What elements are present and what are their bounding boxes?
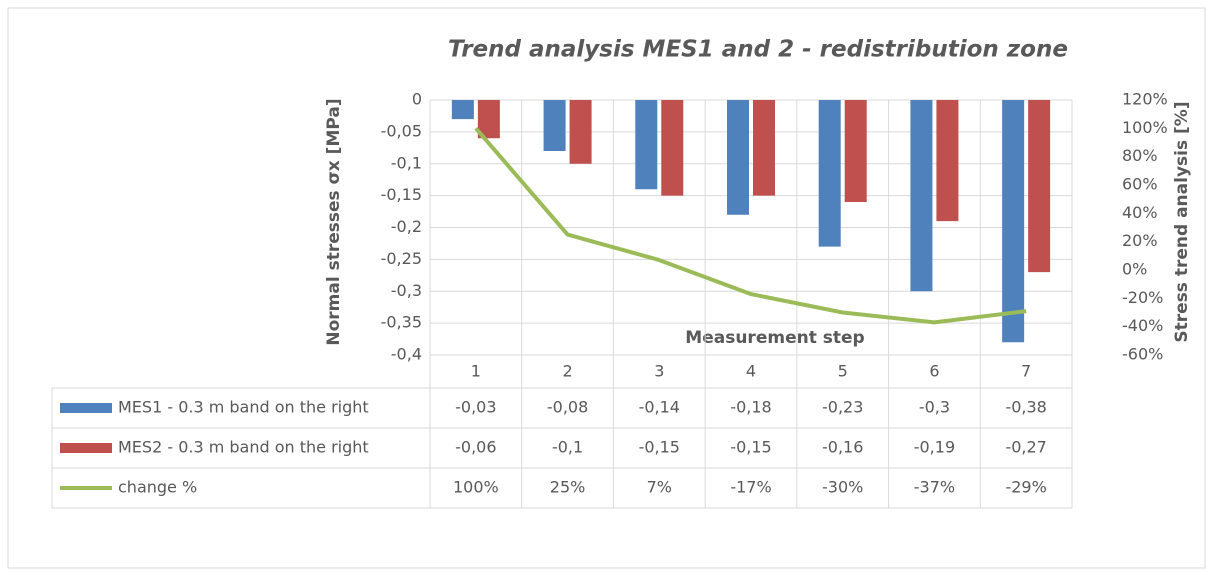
- y-tick-label: -0,3: [391, 281, 422, 300]
- x-tick-label: 3: [654, 362, 664, 381]
- bar: [451, 100, 474, 120]
- y-tick-label: -0,15: [381, 185, 422, 204]
- table-cell: -17%: [730, 478, 771, 497]
- table-cell: -0,38: [1005, 398, 1046, 417]
- x-tick-label: 7: [1021, 362, 1031, 381]
- y-tick-label: -0,25: [381, 249, 422, 268]
- y-tick-label: -0,1: [391, 153, 422, 172]
- y2-tick-label: -60%: [1122, 345, 1163, 364]
- y2-tick-label: 100%: [1122, 118, 1168, 137]
- x-tick-label: 2: [562, 362, 572, 381]
- table-cell: -0,27: [1005, 438, 1046, 457]
- x-tick-label: 6: [929, 362, 939, 381]
- x-axis-title: Measurement step: [685, 328, 864, 348]
- legend-label: MES1 - 0.3 m band on the right: [118, 398, 369, 417]
- table-cell: -0,14: [639, 398, 680, 417]
- table-cell: -0,23: [822, 398, 863, 417]
- y2-tick-label: 80%: [1122, 146, 1158, 165]
- table-cell: -37%: [914, 478, 955, 497]
- table-cell: -0,1: [552, 438, 583, 457]
- table-cell: 100%: [453, 478, 499, 497]
- chart-title: Trend analysis MES1 and 2 - redistributi…: [448, 37, 1068, 63]
- table-cell: -0,16: [822, 438, 863, 457]
- bar: [569, 100, 592, 164]
- bar: [1028, 100, 1051, 273]
- x-tick-label: 4: [746, 362, 756, 381]
- y2-tick-label: -40%: [1122, 316, 1163, 335]
- y2-tick-label: 20%: [1122, 231, 1158, 250]
- bar: [477, 100, 500, 139]
- table-cell: 25%: [550, 478, 586, 497]
- y2-tick-label: 60%: [1122, 175, 1158, 194]
- table-cell: -0,15: [730, 438, 771, 457]
- table-cell: -0,19: [914, 438, 955, 457]
- table-cell: -29%: [1005, 478, 1046, 497]
- y-tick-label: -0,05: [381, 121, 422, 140]
- legend-key: [60, 403, 112, 413]
- y-tick-label: -0,2: [391, 217, 422, 236]
- y-axis-title: Normal stresses σx [MPa]: [324, 98, 344, 345]
- x-tick-label: 1: [471, 362, 481, 381]
- y-tick-label: -0,4: [391, 345, 422, 364]
- y-tick-label: -0,35: [381, 313, 422, 332]
- table-cell: -0,03: [455, 398, 496, 417]
- line-series: [474, 127, 1027, 325]
- y2-tick-label: -20%: [1122, 288, 1163, 307]
- table-cell: -0,15: [639, 438, 680, 457]
- bar: [818, 100, 841, 247]
- table-cell: -30%: [822, 478, 863, 497]
- bar: [936, 100, 959, 222]
- y-tick-label: 0: [412, 90, 422, 109]
- bar: [661, 100, 684, 196]
- x-tick-label: 5: [838, 362, 848, 381]
- bar: [844, 100, 867, 202]
- bar: [543, 100, 566, 151]
- bar: [910, 100, 933, 292]
- legend-key: [60, 443, 112, 453]
- legend-label: change %: [118, 478, 197, 497]
- bar: [727, 100, 749, 215]
- bar: [635, 100, 658, 190]
- y2-tick-label: 0%: [1122, 260, 1147, 279]
- legend-label: MES2 - 0.3 m band on the right: [118, 438, 369, 457]
- table-cell: -0,3: [919, 398, 950, 417]
- bar: [753, 100, 775, 196]
- table-cell: -0,08: [547, 398, 588, 417]
- table-cell: -0,06: [455, 438, 496, 457]
- bar: [1002, 100, 1025, 343]
- table-cell: 7%: [647, 478, 672, 497]
- y2-tick-label: 120%: [1122, 90, 1168, 109]
- y2-axis-title: Stress trend analysis [%]: [1172, 101, 1192, 342]
- y2-tick-label: 40%: [1122, 203, 1158, 222]
- table-cell: -0,18: [730, 398, 771, 417]
